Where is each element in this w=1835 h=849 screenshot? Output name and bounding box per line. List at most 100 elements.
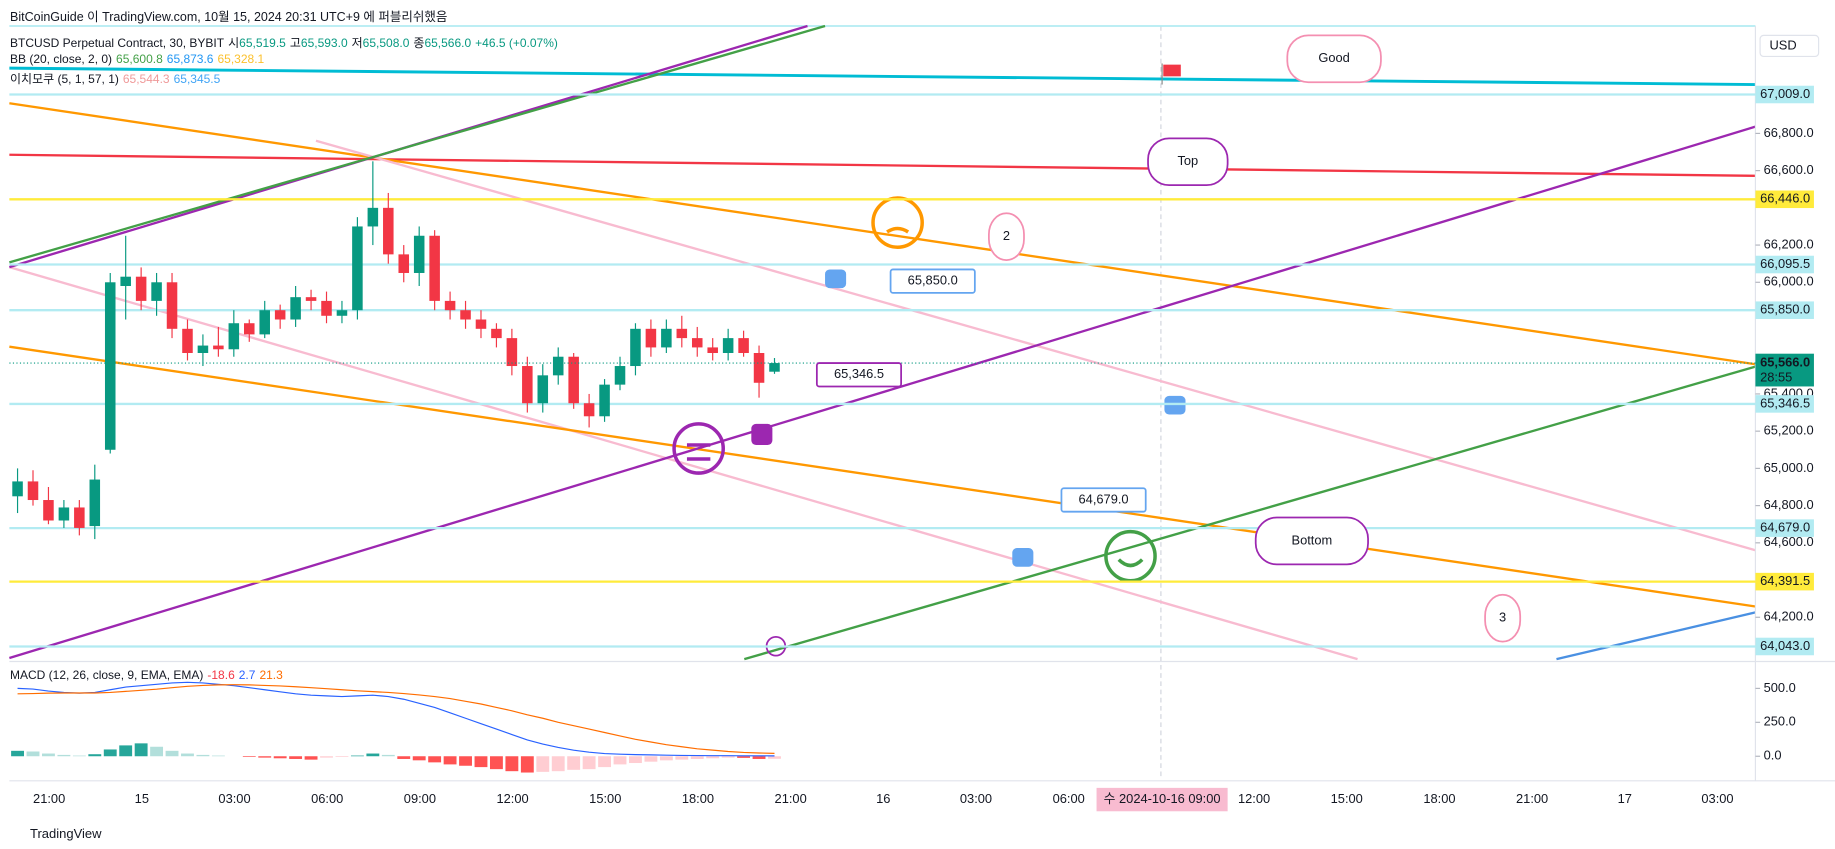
candle-body — [769, 363, 780, 372]
macd-histogram-bar — [613, 756, 627, 765]
candle-body — [74, 507, 85, 528]
candle-body — [352, 226, 363, 311]
macd-histogram-bar — [26, 751, 40, 757]
ichimoku-legend: 이치모쿠 (5, 1, 57, 1) 65,544.3 65,345.5 — [10, 70, 224, 87]
currency-box — [1759, 34, 1820, 58]
macd-histogram-bar — [690, 756, 704, 759]
symbol-legend: BTCUSD Perpetual Contract, 30, BYBIT 시65,… — [10, 34, 562, 51]
hand-icon — [825, 269, 847, 289]
level-box — [1755, 637, 1814, 656]
annotation-box — [988, 212, 1025, 261]
level-box — [1755, 301, 1814, 319]
annotation-box — [889, 268, 976, 294]
y-tick-label: 66,600.0 — [1764, 162, 1814, 177]
change: +46.5 (+0.07%) — [475, 36, 558, 50]
candle-body — [753, 353, 765, 383]
candle-body — [645, 328, 657, 348]
candle-body — [274, 310, 286, 320]
candle-body — [383, 207, 394, 255]
macd-histogram-bar — [412, 756, 426, 761]
candle-body — [104, 282, 116, 450]
macd-histogram-bar — [134, 743, 148, 757]
indicator-value: 65,345.5 — [173, 72, 221, 86]
trend-line — [9, 24, 826, 264]
macd-value: 21.3 — [259, 668, 283, 682]
candle-body — [151, 282, 162, 301]
candle-body — [413, 235, 425, 273]
trend-line — [9, 102, 1756, 366]
macd-histogram-bar — [443, 756, 457, 765]
candle-body — [506, 338, 518, 367]
x-tick-label: 03:00 — [1701, 791, 1733, 806]
candle-body — [676, 328, 688, 339]
hand-icon — [751, 423, 773, 445]
level-box — [1755, 519, 1814, 537]
macd-histogram-bar — [211, 755, 225, 757]
candle-body — [522, 366, 533, 404]
candle-body — [259, 310, 270, 335]
candle-body — [568, 356, 579, 404]
candle-body — [244, 323, 255, 335]
level-label: 65,850.0 — [1760, 302, 1810, 317]
x-tick-label: 21:00 — [33, 791, 65, 806]
emoji-mouth — [886, 226, 910, 234]
crosshair-box — [1096, 787, 1228, 812]
candle-body — [475, 319, 487, 329]
macd-histogram-bar — [150, 746, 164, 757]
ohlc-key: 저 — [351, 36, 363, 50]
indicator-value: 65,600.8 — [116, 52, 163, 66]
macd-histogram-bar — [57, 754, 71, 757]
macd-histogram-bar — [675, 756, 689, 760]
x-tick-label: 16 — [876, 791, 890, 806]
y-tick-label: 66,800.0 — [1764, 125, 1814, 140]
flag-icon — [1163, 64, 1181, 77]
candle-body — [135, 276, 147, 301]
bb-legend: BB (20, close, 2, 0) 65,600.8 65,873.6 65,3… — [10, 52, 268, 66]
annotation-box — [1060, 487, 1147, 513]
trend-line — [9, 153, 1756, 177]
macd-histogram-bar — [428, 756, 442, 763]
macd-histogram-bar — [335, 756, 349, 757]
emoji-icon — [672, 422, 725, 475]
countdown: 28:55 — [1760, 370, 1792, 385]
emoji-icon — [871, 196, 924, 249]
candle-body — [58, 507, 70, 521]
macd-histogram-bar — [737, 756, 751, 758]
annotation-box — [1254, 516, 1369, 566]
y-tick-label: 66,200.0 — [1764, 236, 1814, 251]
x-tick-label: 15 — [135, 791, 149, 806]
crosshair-label: 수 2024-10-16 09:00 — [1104, 791, 1221, 806]
x-tick-label: 09:00 — [404, 791, 436, 806]
macd-histogram-bar — [721, 756, 735, 758]
annotation: 2 — [1003, 228, 1010, 243]
annotation: 64,679.0 — [1079, 491, 1129, 506]
y-tick-label: 64,200.0 — [1764, 609, 1814, 624]
macd-histogram-bar — [258, 756, 272, 758]
y-tick-label: 66,000.0 — [1764, 274, 1814, 289]
macd-histogram-bar — [88, 754, 102, 757]
x-tick-label: 03:00 — [218, 791, 250, 806]
candle-body — [166, 282, 178, 329]
annotation: Good — [1318, 50, 1349, 65]
macd-histogram-bar — [598, 756, 612, 768]
macd-histogram-bar — [72, 755, 86, 757]
annotation: 65,850.0 — [908, 273, 958, 288]
published-note: BitCoinGuide 이 TradingView.com, 10월 15, … — [10, 10, 448, 24]
macd-y-tick-label: 0.0 — [1764, 748, 1782, 763]
candles — [12, 161, 780, 540]
candle-body — [722, 338, 734, 354]
candle-body — [321, 300, 332, 316]
candle-body — [305, 297, 317, 301]
candle-body — [491, 328, 502, 339]
ohlc-key: 종 — [413, 36, 425, 50]
annotation: 3 — [1499, 610, 1506, 625]
trend-line — [9, 265, 1358, 661]
macd-histogram-bar — [659, 756, 673, 761]
trend-line — [9, 125, 1756, 660]
macd-value: -18.6 — [207, 668, 235, 682]
level-label: 67,009.0 — [1760, 86, 1810, 101]
x-tick-label: 18:00 — [1423, 791, 1455, 806]
macd-histogram-bar — [304, 756, 318, 760]
candle-body — [398, 254, 410, 273]
